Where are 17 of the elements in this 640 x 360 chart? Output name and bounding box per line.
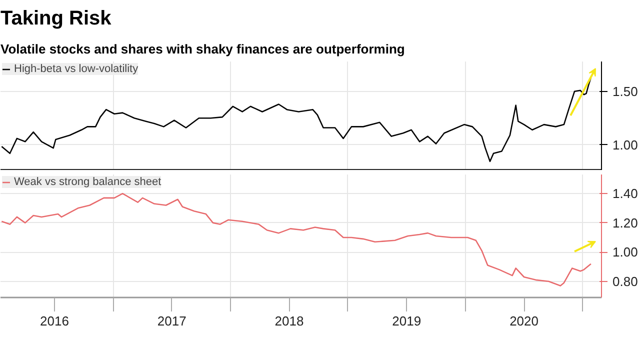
y-tick-label: 1.00: [612, 137, 638, 152]
y-tick-label: 1.20: [612, 215, 638, 230]
x-tick-label: 2018: [274, 314, 304, 328]
chart-subtitle: Volatile stocks and shares with shaky finances are outperforming: [0, 42, 405, 56]
x-tick-label: 2019: [392, 314, 422, 328]
x-tick-label: 2017: [157, 314, 186, 328]
y-tick-label: 1.50: [612, 84, 638, 99]
x-tick-label: 2020: [510, 314, 538, 328]
y-tick-label: 0.80: [612, 274, 638, 289]
chart-title: Taking Risk: [0, 8, 112, 30]
line-series: [1, 76, 592, 162]
line-series: [1, 192, 592, 286]
y-tick-label: 1.40: [612, 186, 638, 202]
legend-label: Weak vs strong balance sheet: [14, 176, 162, 188]
legend-label: High-beta vs low-volatility: [14, 63, 138, 75]
y-tick-label: 1.00: [612, 244, 638, 260]
x-tick-label: 2016: [40, 314, 69, 328]
